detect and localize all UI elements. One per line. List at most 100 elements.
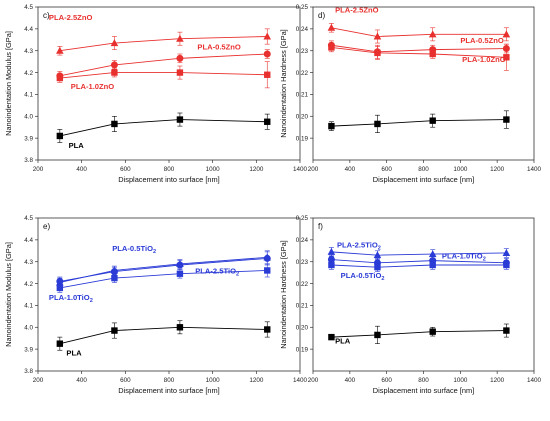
data-point [373, 251, 382, 259]
y-axis-label: Nanoindentation Hardness [GPa] [279, 240, 288, 348]
series-line [59, 36, 268, 52]
data-point [176, 116, 184, 123]
data-point [503, 116, 510, 123]
data-point [176, 54, 184, 62]
y-tick-label: 0.24 [296, 237, 309, 244]
panel-label: c) [43, 11, 50, 20]
x-axis-label: Displacement into surface [nm] [118, 175, 219, 184]
data-point [429, 117, 436, 124]
data-point [110, 61, 118, 69]
data-point [111, 327, 118, 334]
series-line [59, 326, 268, 345]
data-point [328, 261, 335, 269]
x-tick-label: 400 [345, 377, 356, 384]
data-point [264, 326, 271, 333]
data-point [111, 120, 118, 128]
y-tick-label: 4.0 [24, 324, 33, 331]
panel-label: d) [318, 11, 325, 20]
x-tick-label: 400 [76, 166, 87, 173]
y-tick-label: 0.23 [296, 48, 309, 55]
series-label: PLA-1.0ZnO [462, 55, 506, 64]
chart-panel-3: 200 400 600 800 1000 1200 1400 3.8 3.9 4.0 4.1 4.2 4… [4, 215, 307, 395]
series-line [331, 119, 507, 127]
y-tick-label: 3.8 [24, 368, 33, 375]
x-tick-label: 1200 [490, 166, 505, 173]
panel-label: f) [318, 222, 323, 231]
y-tick-label: 0.23 [296, 259, 309, 266]
y-tick-label: 4.4 [24, 237, 33, 244]
series-label: PLA [66, 349, 82, 358]
data-point [176, 69, 184, 76]
x-tick-label: 1400 [527, 377, 542, 384]
data-point [111, 274, 118, 282]
y-tick-label: 4.5 [24, 4, 33, 11]
y-tick-label: 4.5 [24, 215, 33, 222]
x-tick-label: 1000 [206, 377, 221, 384]
data-point [263, 253, 272, 261]
x-axis-label: Displacement into surface [nm] [373, 386, 474, 395]
series-pla-2-5tio2 [56, 250, 272, 288]
x-tick-label: 200 [33, 166, 44, 173]
y-axis-label: Nanoindentation Modulus [GPa] [4, 242, 13, 347]
series-label: PLA-2.5ZnO [335, 5, 379, 14]
y-axis-label: Nanoindentation Modulus [GPa] [4, 31, 13, 136]
x-tick-label: 600 [120, 166, 131, 173]
data-point [263, 50, 271, 58]
y-tick-label: 0.20 [296, 324, 309, 331]
data-point [503, 261, 510, 269]
series-pla-1-0zno [56, 61, 271, 89]
y-tick-label: 0.21 [296, 303, 309, 310]
data-point [176, 270, 184, 277]
series-pla-2-5zno [56, 28, 272, 56]
data-point [502, 248, 511, 256]
x-tick-label: 200 [308, 166, 319, 173]
series-line [59, 270, 268, 289]
x-tick-label: 1200 [249, 166, 264, 173]
series-line [59, 257, 268, 282]
x-tick-label: 400 [345, 166, 356, 173]
y-tick-label: 0.19 [296, 346, 309, 353]
y-tick-label: 4.2 [24, 70, 33, 77]
series-line [331, 44, 507, 53]
y-tick-label: 0.19 [296, 135, 309, 142]
data-point [263, 32, 272, 40]
data-point [56, 284, 64, 292]
series-pla [56, 320, 271, 351]
data-point [374, 331, 381, 339]
series-label: PLA-1.0TiO2 [49, 293, 93, 304]
x-tick-label: 1400 [527, 166, 542, 173]
panel-label: e) [43, 222, 50, 231]
series-pla [56, 112, 271, 143]
data-point [503, 54, 510, 61]
series-pla-0-5zno [56, 49, 271, 81]
series-pla [328, 323, 510, 344]
y-tick-label: 0.25 [296, 215, 309, 222]
data-point [328, 333, 335, 341]
y-tick-label: 0.25 [296, 4, 309, 11]
data-point [428, 250, 437, 258]
x-axis-label: Displacement into surface [nm] [118, 386, 219, 395]
series-line [331, 46, 507, 58]
data-point [56, 132, 64, 140]
y-tick-label: 3.9 [24, 135, 33, 142]
x-tick-label: 400 [76, 377, 87, 384]
x-tick-label: 1000 [453, 377, 468, 384]
data-point [110, 266, 119, 274]
series-pla [328, 110, 510, 133]
data-point [264, 118, 271, 125]
series-pla-0-5tio2 [328, 260, 510, 272]
data-point [56, 340, 64, 347]
data-point [56, 74, 64, 82]
series-line [59, 119, 268, 137]
y-tick-label: 4.2 [24, 281, 33, 288]
series-pla-2-5tio2 [327, 247, 511, 260]
data-point [429, 328, 436, 335]
x-axis-label: Displacement into surface [nm] [373, 175, 474, 184]
y-tick-label: 0.24 [296, 26, 309, 33]
y-tick-label: 0.22 [296, 281, 309, 288]
data-point [503, 327, 510, 334]
series-line [331, 264, 507, 268]
y-tick-label: 3.9 [24, 346, 33, 353]
x-tick-label: 600 [381, 166, 392, 173]
x-tick-label: 200 [33, 377, 44, 384]
